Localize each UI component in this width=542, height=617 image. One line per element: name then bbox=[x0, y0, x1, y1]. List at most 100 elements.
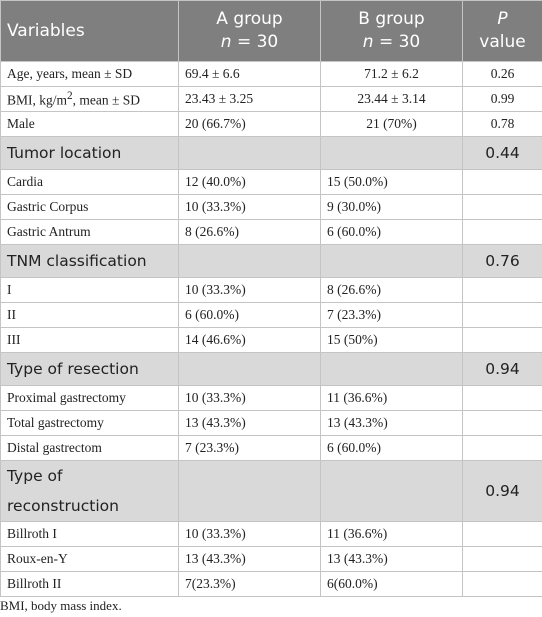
section-cell: Type of resection bbox=[0, 352, 179, 386]
cell: 9 (30.0%) bbox=[320, 194, 463, 220]
section-p: 0.76 bbox=[462, 244, 542, 278]
data-row: Age, years, mean ± SD 69.4 ± 6.6 71.2 ± 6.… bbox=[0, 61, 542, 87]
cell: 6 (60.0%) bbox=[320, 435, 463, 461]
data-row: BMI, kg/m2, mean ± SD 23.43 ± 3.25 23.44 ±… bbox=[0, 86, 542, 112]
label-part: 2 bbox=[67, 89, 73, 102]
section-cell bbox=[320, 352, 463, 386]
label-part: , mean ± SD bbox=[72, 92, 141, 108]
cell: 7 (23.3%) bbox=[178, 435, 321, 461]
cell: 69.4 ± 6.6 bbox=[178, 61, 321, 87]
cell: 6 (60.0%) bbox=[320, 219, 463, 245]
cell: 14 (46.6%) bbox=[178, 327, 321, 353]
row-label: Billroth II bbox=[0, 571, 179, 597]
cell: 10 (33.3%) bbox=[178, 521, 321, 547]
cell bbox=[462, 327, 542, 353]
cell: 0.78 bbox=[462, 111, 542, 137]
n-symbol: n bbox=[220, 32, 232, 52]
cell: 7 (23.3%) bbox=[320, 302, 463, 328]
row-label: Roux-en-Y bbox=[0, 546, 179, 572]
section-cell bbox=[178, 244, 321, 278]
row-label: Gastric Antrum bbox=[0, 219, 179, 245]
section-row: Type of resection 0.94 bbox=[0, 352, 542, 386]
section-cell: Type of reconstruction bbox=[0, 460, 179, 522]
section-cell bbox=[320, 136, 463, 170]
cell: 23.43 ± 3.25 bbox=[178, 86, 321, 112]
cell bbox=[462, 521, 542, 547]
row-label: I bbox=[0, 277, 179, 303]
cell bbox=[462, 571, 542, 597]
cell bbox=[462, 410, 542, 436]
cell: 21 (70%) bbox=[320, 111, 463, 137]
cell: 13 (43.3%) bbox=[178, 410, 321, 436]
section-p: 0.44 bbox=[462, 136, 542, 170]
cell bbox=[462, 435, 542, 461]
group-n: n = 30 bbox=[185, 31, 314, 54]
section-title: Type of resection bbox=[7, 360, 139, 378]
data-row: Proximal gastrectomy 10 (33.3%) 11 (36.6%) bbox=[0, 385, 542, 411]
section-row: TNM classification 0.76 bbox=[0, 244, 542, 278]
n-value: = 30 bbox=[373, 32, 421, 52]
cell: 13 (43.3%) bbox=[320, 546, 463, 572]
cell: 8 (26.6%) bbox=[178, 219, 321, 245]
data-row: Gastric Corpus 10 (33.3%) 9 (30.0%) bbox=[0, 194, 542, 220]
section-title: Type of reconstruction bbox=[7, 467, 119, 515]
section-row: Tumor location 0.44 bbox=[0, 136, 542, 170]
row-label: Male bbox=[0, 111, 179, 137]
row-label: Age, years, mean ± SD bbox=[0, 61, 179, 87]
cell: 0.26 bbox=[462, 61, 542, 87]
cell: 20 (66.7%) bbox=[178, 111, 321, 137]
group-name: A group bbox=[216, 9, 283, 29]
cell: 6 (60.0%) bbox=[178, 302, 321, 328]
row-label: Total gastrectomy bbox=[0, 410, 179, 436]
cell: 8 (26.6%) bbox=[320, 277, 463, 303]
cell: 12 (40.0%) bbox=[178, 169, 321, 195]
section-cell bbox=[320, 244, 463, 278]
label-part: Male bbox=[7, 116, 35, 131]
cell bbox=[462, 385, 542, 411]
data-row: Gastric Antrum 8 (26.6%) 6 (60.0%) bbox=[0, 219, 542, 245]
cell: 10 (33.3%) bbox=[178, 194, 321, 220]
cell: 10 (33.3%) bbox=[178, 385, 321, 411]
row-label: Cardia bbox=[0, 169, 179, 195]
p-line: P bbox=[469, 8, 536, 31]
group-n: n = 30 bbox=[327, 31, 456, 54]
section-p: 0.94 bbox=[462, 460, 542, 522]
header-cell: Variables bbox=[0, 0, 179, 62]
section-cell: Tumor location bbox=[0, 136, 179, 170]
section-cell bbox=[320, 460, 463, 522]
data-row: Billroth I 10 (33.3%) 11 (36.6%) bbox=[0, 521, 542, 547]
data-row: Cardia 12 (40.0%) 15 (50.0%) bbox=[0, 169, 542, 195]
n-symbol: n bbox=[362, 32, 374, 52]
data-row: III 14 (46.6%) 15 (50%) bbox=[0, 327, 542, 353]
cell: 10 (33.3%) bbox=[178, 277, 321, 303]
cell bbox=[462, 277, 542, 303]
cell: 23.44 ± 3.14 bbox=[320, 86, 463, 112]
section-p: 0.94 bbox=[462, 352, 542, 386]
section-cell bbox=[178, 460, 321, 522]
label-part: Age, years, mean ± SD bbox=[7, 66, 133, 81]
cell bbox=[462, 194, 542, 220]
cell bbox=[462, 302, 542, 328]
data-row: Total gastrectomy 13 (43.3%) 13 (43.3%) bbox=[0, 410, 542, 436]
section-cell bbox=[178, 136, 321, 170]
header-cell: A group n = 30 bbox=[178, 0, 321, 62]
cell: 11 (36.6%) bbox=[320, 385, 463, 411]
row-label: Proximal gastrectomy bbox=[0, 385, 179, 411]
cell: 7(23.3%) bbox=[178, 571, 321, 597]
footnote: BMI, body mass index. bbox=[0, 598, 122, 613]
cell: 13 (43.3%) bbox=[178, 546, 321, 572]
label-part: BMI, kg/m bbox=[7, 92, 68, 108]
section-cell bbox=[178, 352, 321, 386]
row-label: BMI, kg/m2, mean ± SD bbox=[0, 86, 179, 112]
cell bbox=[462, 546, 542, 572]
p-text: value bbox=[479, 32, 526, 52]
cell: 71.2 ± 6.2 bbox=[320, 61, 463, 87]
cell: 6(60.0%) bbox=[320, 571, 463, 597]
data-row: Male 20 (66.7%) 21 (70%) 0.78 bbox=[0, 111, 542, 137]
cell: 15 (50.0%) bbox=[320, 169, 463, 195]
n-value: = 30 bbox=[231, 32, 279, 52]
